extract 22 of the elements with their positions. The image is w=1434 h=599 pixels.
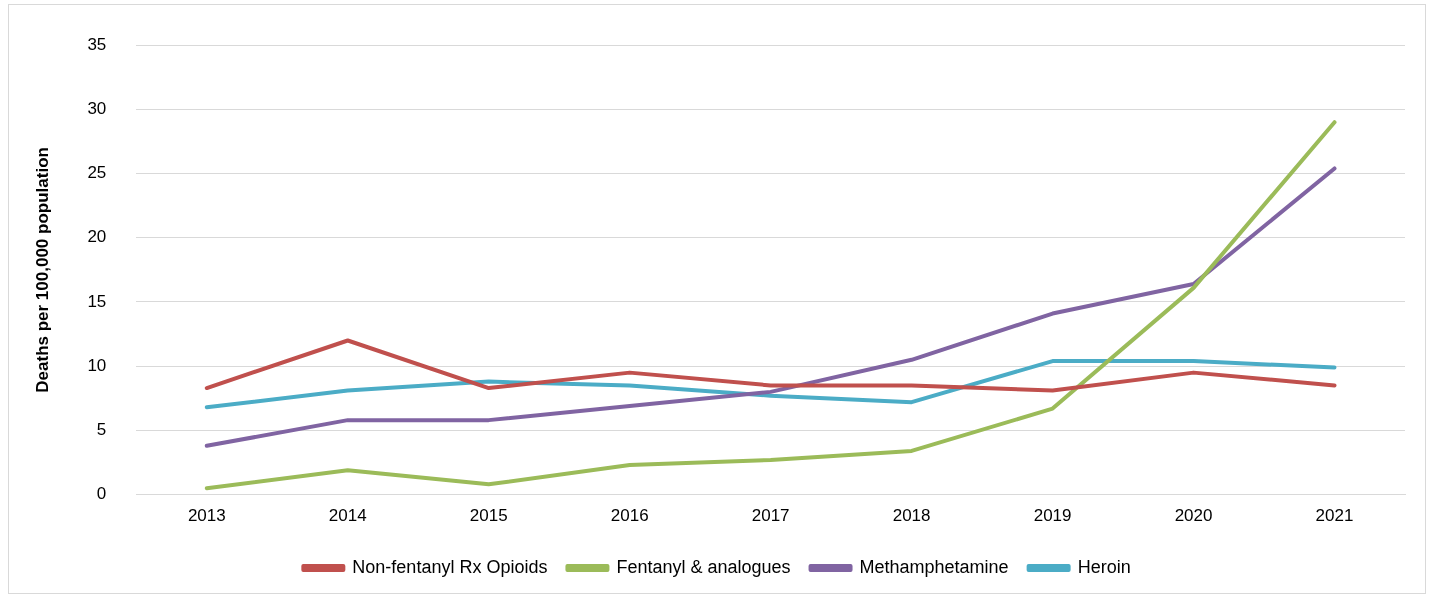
legend-label: Fentanyl & analogues — [616, 556, 791, 577]
x-tick-label: 2018 — [892, 506, 931, 526]
y-tick-label: 30 — [87, 99, 107, 119]
legend-label: Non-fentanyl Rx Opioids — [352, 556, 548, 577]
y-tick-label: 5 — [96, 420, 107, 440]
x-tick-label: 2019 — [1033, 506, 1072, 526]
x-tick-label: 2016 — [610, 506, 649, 526]
x-tick-label: 2013 — [187, 506, 226, 526]
y-tick-label: 15 — [87, 291, 107, 311]
y-tick-label: 25 — [87, 163, 107, 183]
legend-label: Methamphetamine — [859, 556, 1009, 577]
x-tick-label: 2021 — [1315, 506, 1354, 526]
legend-label: Heroin — [1077, 556, 1131, 577]
y-tick-label: 20 — [87, 227, 107, 247]
x-tick-label: 2015 — [469, 506, 508, 526]
y-tick-label: 10 — [87, 355, 107, 375]
x-tick-label: 2020 — [1174, 506, 1213, 526]
x-tick-label: 2014 — [328, 506, 367, 526]
y-tick-label: 35 — [87, 34, 107, 54]
x-tick-label: 2017 — [751, 506, 790, 526]
y-tick-label: 0 — [96, 484, 107, 504]
y-axis-title: Deaths per 100,000 population — [32, 147, 52, 393]
